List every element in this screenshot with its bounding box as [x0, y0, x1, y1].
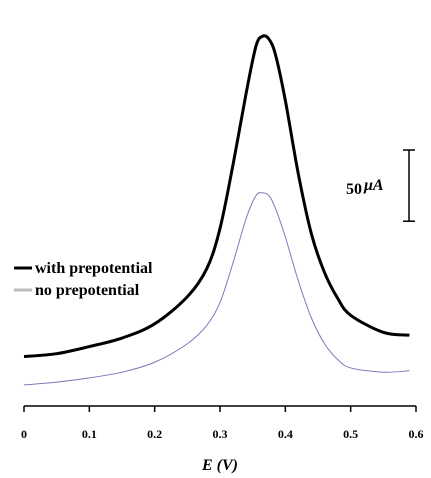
series-layer	[23, 34, 410, 386]
series-line-no-prepotential	[23, 192, 410, 386]
legend-label-with-prepotential: with prepotential	[35, 260, 153, 277]
scale-bar-value: 50	[346, 181, 362, 198]
x-tick-label: 0.6	[409, 427, 424, 441]
x-tick-label: 0	[21, 427, 27, 441]
legend-label-no-prepotential: no prepotential	[35, 282, 140, 299]
x-tick-label: 0.2	[147, 427, 162, 441]
x-axis-label: E (V)	[201, 457, 238, 474]
scale-bar-label: 50 μA	[346, 177, 384, 198]
x-tick-labels: 0 0.1 0.2 0.3 0.4 0.5 0.6	[21, 427, 424, 441]
x-ticks	[23, 406, 417, 412]
series-line-with-prepotential	[23, 34, 410, 359]
x-tick-label: 0.5	[343, 427, 358, 441]
legend: with prepotential no prepotential	[14, 260, 153, 299]
x-tick-label: 0.1	[82, 427, 97, 441]
x-tick-label: 0.4	[278, 427, 293, 441]
scale-bar: 50 μA	[346, 149, 415, 222]
scale-bar-unit: μA	[363, 177, 384, 194]
x-tick-label: 0.3	[213, 427, 228, 441]
